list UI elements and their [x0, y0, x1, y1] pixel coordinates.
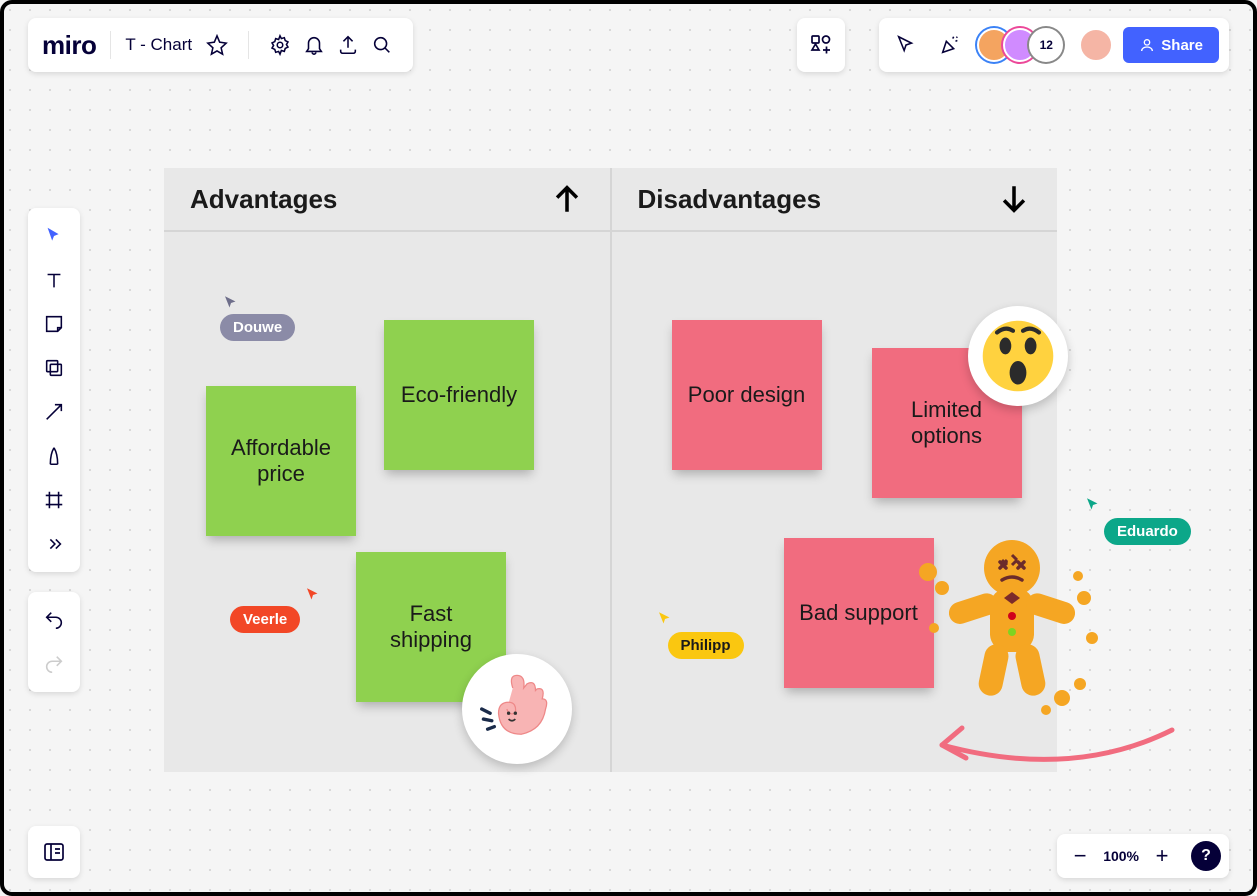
arrow-up-icon: [550, 182, 584, 216]
column-header-advantages: Advantages: [164, 168, 612, 230]
board-title[interactable]: T - Chart: [125, 35, 192, 55]
arrow-tool[interactable]: [34, 392, 74, 432]
text-tool[interactable]: [34, 260, 74, 300]
collaborator-cursor-eduardo: [1084, 496, 1102, 514]
collaborator-cursor-philipp: [656, 610, 674, 628]
help-button[interactable]: ?: [1191, 841, 1221, 871]
star-icon[interactable]: [200, 28, 234, 62]
notifications-bell-icon[interactable]: [297, 28, 331, 62]
broken-gingerbread-icon: [912, 528, 1112, 728]
left-toolbar: [28, 208, 80, 572]
wow-emoji-sticker[interactable]: [968, 306, 1068, 406]
cursor-mode-icon[interactable]: [889, 28, 923, 62]
drawn-arrow[interactable]: [922, 710, 1182, 790]
cursor-label: Eduardo: [1104, 518, 1191, 545]
sticky-note[interactable]: Poor design: [672, 320, 822, 470]
collaborator-tag-eduardo: Eduardo: [1104, 518, 1191, 545]
sticky-text: Poor design: [688, 382, 805, 408]
top-left-toolbar: miro T - Chart: [28, 18, 413, 72]
zoom-in-button[interactable]: +: [1147, 841, 1177, 871]
search-icon[interactable]: [365, 28, 399, 62]
zoom-level[interactable]: 100%: [1103, 848, 1139, 864]
share-button-label: Share: [1161, 37, 1203, 54]
advantages-column[interactable]: Affordable price Eco-friendly Fast shipp…: [164, 232, 612, 772]
arrow-down-icon: [997, 182, 1031, 216]
column-header-disadvantages: Disadvantages: [612, 168, 1058, 230]
cursor-pointer-icon: [1084, 496, 1102, 514]
select-tool[interactable]: [34, 216, 74, 256]
person-icon: [1139, 37, 1155, 53]
pen-tool[interactable]: [34, 436, 74, 476]
reactions-confetti-icon[interactable]: [933, 28, 967, 62]
sticky-note[interactable]: Eco-friendly: [384, 320, 534, 470]
undo-button[interactable]: [34, 600, 74, 640]
divider: [248, 31, 249, 59]
cursor-pointer-icon: [656, 610, 674, 628]
miro-logo[interactable]: miro: [42, 30, 96, 61]
cursor-pointer-icon: [222, 294, 240, 312]
collaborator-cursor-douwe: [222, 294, 240, 312]
sticky-text: Affordable price: [218, 435, 344, 487]
export-upload-icon[interactable]: [331, 28, 365, 62]
collaborator-tag-douwe: Douwe: [220, 314, 295, 341]
settings-gear-icon[interactable]: [263, 28, 297, 62]
wow-emoji-icon: [976, 314, 1060, 398]
column-title: Advantages: [190, 184, 337, 215]
frame-tool[interactable]: [34, 480, 74, 520]
current-user-avatar[interactable]: [1079, 28, 1113, 62]
panel-toggle-button[interactable]: [28, 826, 80, 878]
broken-gingerbread-sticker[interactable]: [912, 528, 1112, 733]
disadvantages-column[interactable]: Poor design Limited options Bad support …: [612, 232, 1058, 772]
sticky-note[interactable]: Affordable price: [206, 386, 356, 536]
zoom-controls: − 100% + ?: [1057, 834, 1229, 878]
redo-button[interactable]: [34, 644, 74, 684]
avatar-count[interactable]: 12: [1029, 28, 1063, 62]
sticky-text: Fast shipping: [368, 601, 494, 653]
more-tools[interactable]: [34, 524, 74, 564]
apps-button[interactable]: [797, 18, 845, 72]
sticky-text: Eco-friendly: [401, 382, 517, 408]
collaborator-avatars[interactable]: 12: [977, 28, 1063, 62]
collaborator-tag-philipp: Philipp: [668, 632, 744, 659]
sticky-note-tool[interactable]: [34, 304, 74, 344]
t-chart-header: Advantages Disadvantages: [164, 168, 1057, 232]
cursor-label: Veerle: [230, 606, 300, 633]
column-title: Disadvantages: [638, 184, 822, 215]
cursor-pointer-icon: [304, 586, 322, 604]
divider: [110, 31, 111, 59]
panel-icon: [42, 840, 66, 864]
share-button[interactable]: Share: [1123, 27, 1219, 63]
zoom-out-button[interactable]: −: [1065, 841, 1095, 871]
t-chart-frame[interactable]: Advantages Disadvantages Affordable pric…: [164, 168, 1057, 772]
cursor-label: Douwe: [220, 314, 295, 341]
ok-hand-sticker[interactable]: [462, 654, 572, 764]
shapes-plus-icon: [809, 33, 833, 57]
sticky-text: Bad support: [799, 600, 918, 626]
t-chart-body: Affordable price Eco-friendly Fast shipp…: [164, 232, 1057, 772]
shape-tool[interactable]: [34, 348, 74, 388]
sticky-text: Limited options: [884, 397, 1010, 449]
cursor-label: Philipp: [668, 632, 744, 659]
collaborator-tag-veerle: Veerle: [230, 606, 300, 633]
ok-hand-icon: [475, 667, 559, 751]
collaborator-cursor-veerle: [304, 586, 322, 604]
top-right-toolbar: 12 Share: [879, 18, 1229, 72]
undo-redo-toolbar: [28, 592, 80, 692]
